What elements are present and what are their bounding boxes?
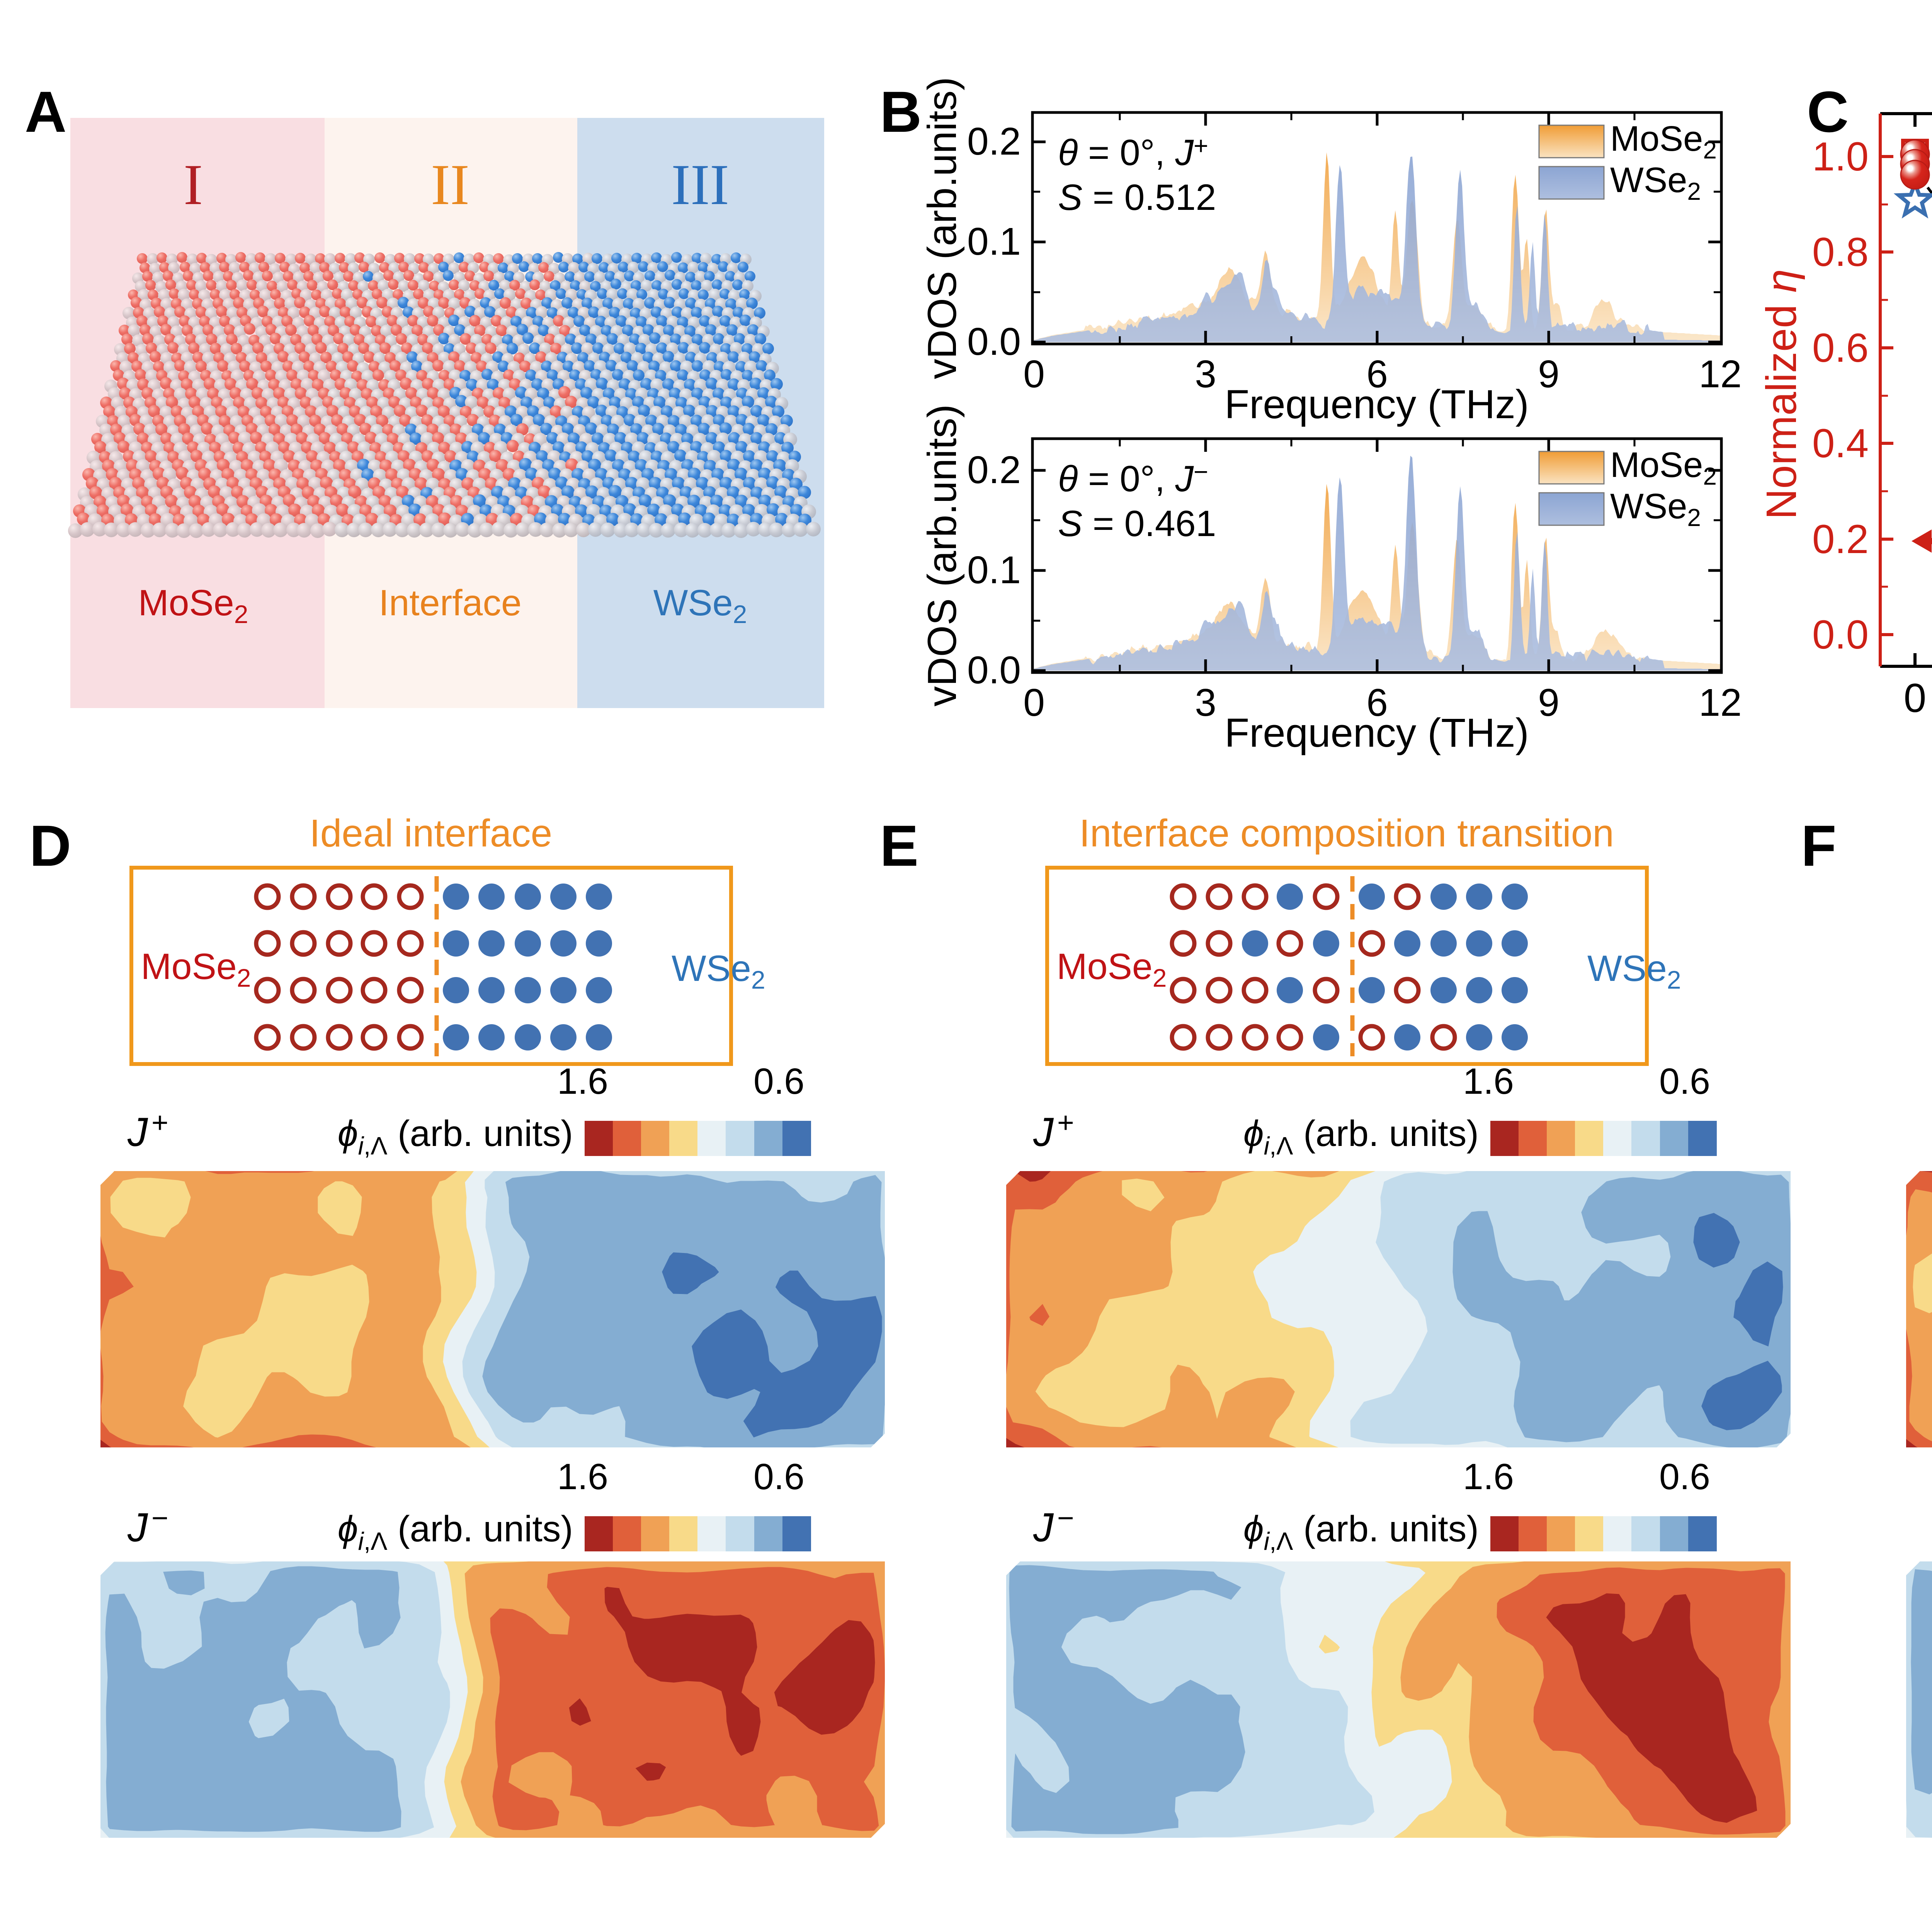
svg-text:1.0: 1.0 xyxy=(1812,134,1869,179)
svg-text:+: + xyxy=(151,1106,168,1139)
svg-text:B: B xyxy=(880,79,922,144)
svg-text:1.6: 1.6 xyxy=(1463,1061,1514,1102)
svg-text:1.6: 1.6 xyxy=(557,1061,608,1102)
svg-text:S = 0.461: S = 0.461 xyxy=(1058,503,1216,544)
svg-text:MoSe2: MoSe2 xyxy=(1057,946,1167,992)
svg-text:6: 6 xyxy=(1366,681,1388,724)
svg-text:3: 3 xyxy=(1195,352,1216,396)
svg-text:0.6: 0.6 xyxy=(753,1061,804,1102)
svg-text:ϕi,Λ (arb. units): ϕi,Λ (arb. units) xyxy=(1243,1508,1479,1555)
svg-text:D: D xyxy=(29,813,71,878)
svg-text:0.6: 0.6 xyxy=(1659,1061,1710,1102)
svg-text:J: J xyxy=(127,1110,148,1155)
svg-text:Normalized η: Normalized η xyxy=(1758,269,1805,519)
svg-text:vDOS (arb.units): vDOS (arb.units) xyxy=(920,77,965,379)
svg-text:0.6: 0.6 xyxy=(753,1456,804,1497)
svg-text:0.4: 0.4 xyxy=(1812,421,1869,466)
svg-text:−: − xyxy=(1057,1502,1074,1534)
svg-text:0.1: 0.1 xyxy=(967,220,1021,263)
svg-text:vDOS (arb.units): vDOS (arb.units) xyxy=(920,404,965,707)
svg-text:9: 9 xyxy=(1538,352,1560,396)
svg-text:A: A xyxy=(25,79,66,144)
svg-text:J: J xyxy=(127,1505,148,1550)
svg-text:0.1: 0.1 xyxy=(967,548,1021,592)
svg-text:MoSe2: MoSe2 xyxy=(1610,119,1717,164)
svg-text:Ideal interface: Ideal interface xyxy=(310,812,552,855)
svg-text:θ = 0°, J−: θ = 0°, J− xyxy=(1058,458,1208,499)
svg-text:0.0: 0.0 xyxy=(967,320,1021,363)
svg-text:F: F xyxy=(1801,813,1837,878)
svg-text:0: 0 xyxy=(1904,676,1926,721)
svg-text:0.6: 0.6 xyxy=(1812,325,1869,371)
svg-text:θ = 0°, J+: θ = 0°, J+ xyxy=(1058,131,1208,173)
svg-text:0.8: 0.8 xyxy=(1812,230,1869,275)
svg-text:ϕi,Λ (arb. units): ϕi,Λ (arb. units) xyxy=(338,1113,573,1160)
svg-text:0.0: 0.0 xyxy=(1812,612,1869,657)
svg-text:0: 0 xyxy=(1023,352,1045,396)
svg-text:I: I xyxy=(184,153,203,217)
svg-text:1.6: 1.6 xyxy=(1463,1456,1514,1497)
svg-text:MoSe2: MoSe2 xyxy=(138,582,248,628)
svg-text:Interface composition transiti: Interface composition transition xyxy=(1079,812,1614,855)
svg-text:0.0: 0.0 xyxy=(967,649,1021,692)
svg-text:J: J xyxy=(1033,1505,1054,1550)
svg-text:WSe2: WSe2 xyxy=(1610,487,1701,531)
svg-text:+: + xyxy=(1057,1106,1074,1139)
svg-text:0.6: 0.6 xyxy=(1659,1456,1710,1497)
svg-text:MoSe2: MoSe2 xyxy=(141,946,251,992)
svg-text:1.6: 1.6 xyxy=(557,1456,608,1497)
svg-text:Frequency (THz): Frequency (THz) xyxy=(1225,382,1529,427)
svg-text:Frequency (THz): Frequency (THz) xyxy=(1225,710,1529,756)
svg-text:J: J xyxy=(1033,1110,1054,1155)
svg-text:0: 0 xyxy=(1023,681,1045,724)
svg-text:WSe2: WSe2 xyxy=(672,948,765,994)
svg-text:ϕi,Λ (arb. units): ϕi,Λ (arb. units) xyxy=(338,1508,573,1555)
svg-text:Interface: Interface xyxy=(379,582,522,623)
svg-text:0.2: 0.2 xyxy=(967,448,1021,492)
svg-text:C: C xyxy=(1807,79,1849,144)
svg-text:9: 9 xyxy=(1538,681,1560,724)
svg-text:E: E xyxy=(880,813,918,878)
svg-text:II: II xyxy=(431,153,469,217)
svg-text:MoSe2: MoSe2 xyxy=(1610,445,1717,490)
svg-text:3: 3 xyxy=(1195,681,1216,724)
svg-text:0.2: 0.2 xyxy=(1812,517,1869,562)
svg-text:0.2: 0.2 xyxy=(967,120,1021,163)
svg-text:WSe2: WSe2 xyxy=(653,582,747,628)
svg-text:S = 0.512: S = 0.512 xyxy=(1058,177,1216,218)
svg-text:WSe2: WSe2 xyxy=(1587,948,1681,994)
svg-text:III: III xyxy=(671,153,729,217)
svg-text:WSe2: WSe2 xyxy=(1610,160,1701,205)
svg-text:−: − xyxy=(151,1502,168,1534)
svg-text:12: 12 xyxy=(1699,352,1742,396)
svg-text:12: 12 xyxy=(1699,681,1742,724)
svg-text:6: 6 xyxy=(1366,352,1388,396)
svg-text:ϕi,Λ (arb. units): ϕi,Λ (arb. units) xyxy=(1243,1113,1479,1160)
